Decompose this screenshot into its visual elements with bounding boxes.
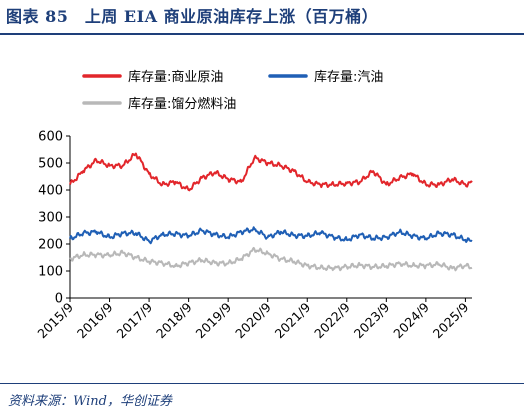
y-tick-label: 0: [55, 292, 63, 307]
chart-series: [69, 152, 473, 272]
y-tick-label: 500: [38, 157, 63, 172]
x-tick-label: 2025/9: [430, 299, 472, 341]
x-tick-label: 2023/9: [351, 299, 393, 341]
y-tick-label: 600: [38, 130, 63, 145]
x-tick-label: 2022/9: [311, 299, 353, 341]
legend-item-commercial-crude: 库存量:商业原油: [82, 69, 223, 85]
figure-title: 图表 85 上周 EIA 商业原油库存上涨（百万桶）: [6, 7, 379, 26]
legend-item-gasoline: 库存量:汽油: [268, 69, 383, 85]
source-note: 资料来源：Wind，华创证券: [8, 394, 172, 409]
x-tick-label: 2017/9: [113, 299, 155, 341]
x-tick-label: 2020/9: [232, 299, 274, 341]
legend-label: 库存量:汽油: [314, 69, 383, 85]
x-tick-label: 2024/9: [390, 299, 432, 341]
series-commercial-crude: [69, 152, 473, 192]
y-tick-label: 400: [38, 184, 63, 199]
series-distillate: [69, 246, 473, 272]
footer-rule: [0, 383, 524, 384]
y-tick-label: 100: [38, 265, 63, 280]
x-tick-label: 2016/9: [74, 299, 116, 341]
x-tick-label: 2021/9: [272, 299, 314, 341]
y-tick-label: 200: [38, 238, 63, 253]
x-tick-label: 2019/9: [193, 299, 235, 341]
legend-item-distillate: 库存量:馏分燃料油: [82, 96, 236, 112]
y-tick-label: 300: [38, 211, 63, 226]
legend-label: 库存量:商业原油: [128, 69, 223, 85]
title-rule: [0, 33, 524, 35]
series-gasoline: [69, 226, 473, 245]
x-tick-label: 2018/9: [153, 299, 195, 341]
legend-label: 库存量:馏分燃料油: [128, 96, 236, 112]
